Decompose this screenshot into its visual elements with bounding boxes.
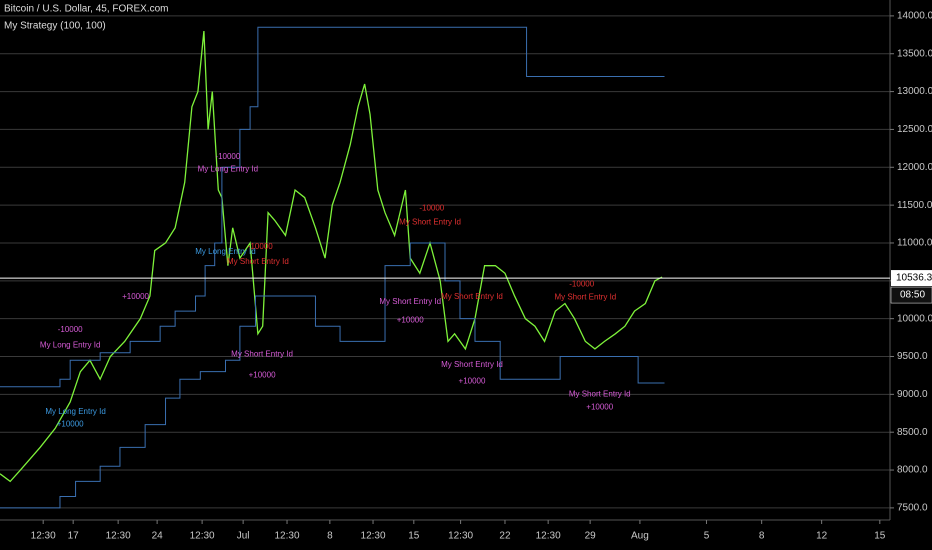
y-tick-label: 11000.0 (897, 238, 932, 249)
x-tick-label: 24 (152, 531, 164, 542)
last-price-box (891, 270, 932, 287)
annotation: -10000 (58, 325, 83, 334)
chart-title: Bitcoin / U.S. Dollar, 45, FOREX.com (4, 4, 169, 15)
y-tick-label: 7500.0 (897, 503, 928, 514)
annotation: +10000 (57, 420, 84, 429)
annotation: -10000 (569, 280, 594, 289)
y-tick-label: 8000.0 (897, 465, 928, 476)
countdown-box (890, 286, 932, 304)
step-line (0, 242, 665, 509)
y-tick-label: 11500.0 (897, 200, 932, 211)
y-tick-label: 9000.0 (897, 389, 928, 400)
x-tick-label: 12:30 (31, 531, 56, 542)
annotation: -10000 (215, 152, 240, 161)
annotation: My Long Entry Id (40, 340, 100, 349)
x-tick-label: 12:30 (106, 531, 131, 542)
x-tick-label: 5 (704, 531, 710, 542)
annotation: -10000 (248, 242, 273, 251)
x-tick-label: 8 (327, 531, 333, 542)
x-tick-label: 12:30 (190, 531, 215, 542)
y-tick-label: 13000.0 (897, 86, 932, 97)
annotation: +10000 (397, 315, 424, 324)
annotation: My Short Entry Id (231, 349, 293, 358)
annotation: +10000 (122, 292, 149, 301)
annotation: My Short Entry Id (441, 292, 503, 301)
y-tick-label: 9500.0 (897, 351, 928, 362)
x-tick-label: 22 (499, 531, 511, 542)
annotation: My Short Entry Id (399, 218, 461, 227)
last-price-label: 10536.3 (896, 273, 932, 284)
x-tick-label: Jul (237, 531, 250, 542)
x-tick-label: 29 (585, 531, 597, 542)
annotation: -10000 (419, 203, 444, 212)
annotation: My Long Entry Id (195, 247, 255, 256)
y-tick-label: 10000.0 (897, 313, 932, 324)
annotation: +10000 (249, 371, 276, 380)
x-tick-label: Aug (631, 531, 649, 542)
annotation: My Short Entry Id (441, 360, 503, 369)
y-tick-label: 12000.0 (897, 162, 932, 173)
x-tick-label: 12:30 (275, 531, 300, 542)
annotation: +10000 (459, 377, 486, 386)
y-tick-label: 14000.0 (897, 11, 932, 22)
x-tick-label: 17 (68, 531, 80, 542)
x-tick-label: 15 (408, 531, 420, 542)
annotation: My Short Entry Id (569, 389, 631, 398)
annotation: My Short Entry Id (227, 257, 289, 266)
x-tick-label: 12:30 (536, 531, 561, 542)
annotation: My Long Entry Id (198, 165, 258, 174)
chart-subtitle: My Strategy (100, 100) (4, 21, 106, 32)
y-tick-label: 13500.0 (897, 48, 932, 59)
countdown-label: 08:50 (900, 290, 925, 301)
x-tick-label: 12:30 (448, 531, 473, 542)
x-tick-label: 12:30 (361, 531, 386, 542)
annotation: My Short Entry Id (554, 293, 616, 302)
annotation: My Long Entry Id (45, 407, 105, 416)
y-tick-label: 12500.0 (897, 124, 932, 135)
annotation: +10000 (586, 402, 613, 411)
step-line (0, 26, 665, 388)
x-tick-label: 12 (816, 531, 828, 542)
x-tick-label: 8 (759, 531, 765, 542)
price-line (0, 30, 663, 483)
x-tick-label: 15 (874, 531, 886, 542)
y-tick-label: 8500.0 (897, 427, 928, 438)
annotation: My Short Entry Id (379, 297, 441, 306)
